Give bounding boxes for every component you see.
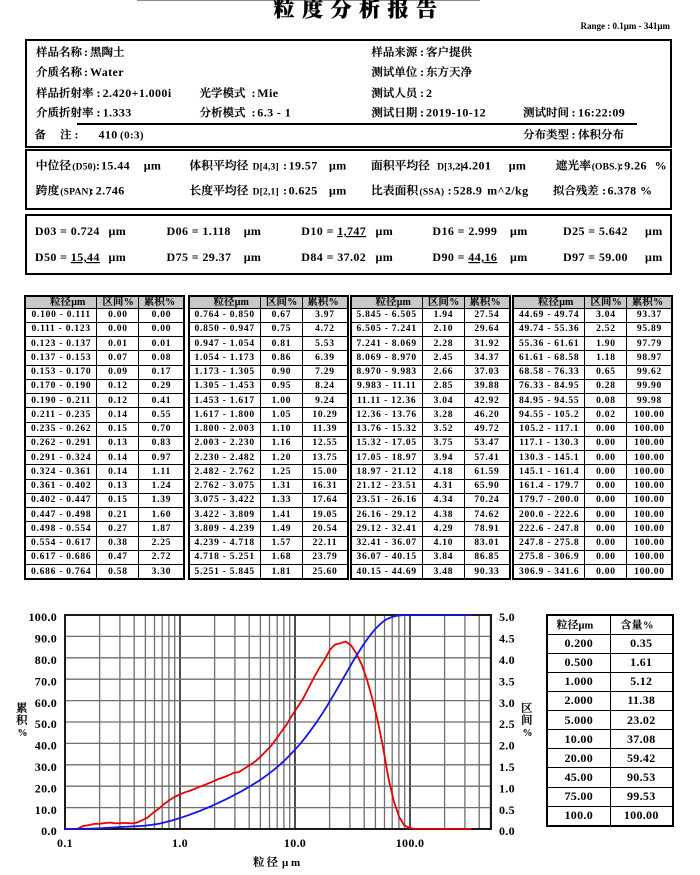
svg-text:μ m: μ m [282, 857, 300, 869]
svg-text:3.0: 3.0 [499, 696, 515, 710]
svg-text:4.5: 4.5 [499, 632, 515, 646]
svg-text:2.0: 2.0 [499, 739, 515, 753]
svg-text:60.0: 60.0 [35, 696, 57, 710]
svg-text:100.0: 100.0 [396, 836, 425, 850]
svg-text:100.0: 100.0 [29, 610, 58, 624]
svg-text:30.0: 30.0 [35, 760, 57, 774]
svg-text:Range : 0.1μm - 341μm: Range : 0.1μm - 341μm [581, 21, 671, 31]
svg-text:1.0: 1.0 [499, 781, 515, 795]
svg-text:70.0: 70.0 [35, 674, 57, 688]
svg-text:0.0: 0.0 [41, 824, 57, 838]
svg-text:4.0: 4.0 [499, 653, 515, 667]
svg-text:1.5: 1.5 [499, 760, 515, 774]
svg-text:0.1: 0.1 [57, 836, 73, 850]
svg-text:2.5: 2.5 [499, 717, 515, 731]
svg-text:80.0: 80.0 [35, 653, 57, 667]
svg-text:3.5: 3.5 [499, 674, 515, 688]
svg-text:50.0: 50.0 [35, 717, 57, 731]
svg-text:1.0: 1.0 [172, 836, 188, 850]
svg-text:40.0: 40.0 [35, 739, 57, 753]
svg-text:5.0: 5.0 [499, 610, 515, 624]
svg-text:0.5: 0.5 [499, 803, 515, 817]
svg-text:0.0: 0.0 [499, 824, 515, 838]
svg-text:20.0: 20.0 [35, 781, 57, 795]
svg-text:90.0: 90.0 [35, 632, 57, 646]
svg-text:10.0: 10.0 [35, 803, 57, 817]
svg-text:%: % [18, 728, 28, 739]
svg-text:%: % [523, 728, 533, 739]
svg-text:10.0: 10.0 [284, 836, 306, 850]
